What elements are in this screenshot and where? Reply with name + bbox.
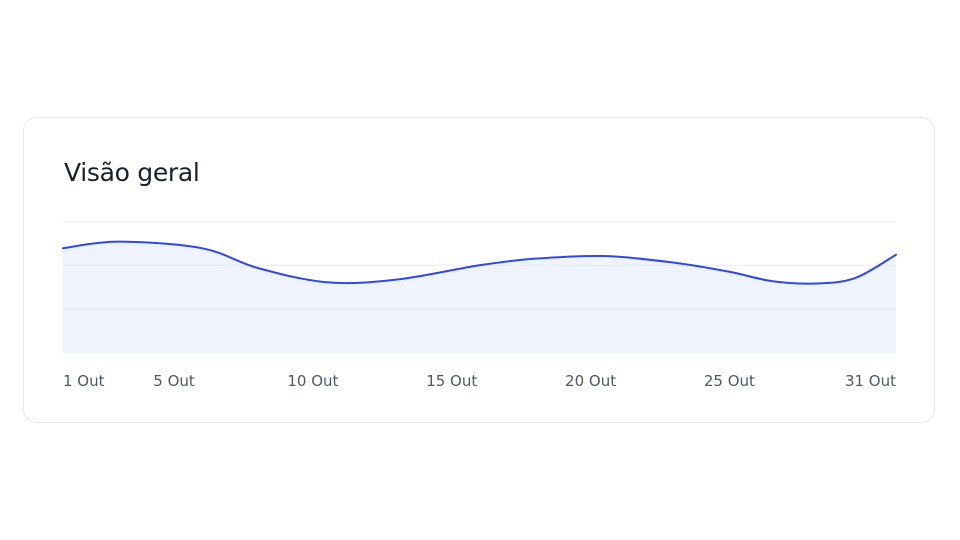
x-tick-label: 1 Out: [63, 372, 105, 390]
x-tick-label: 31 Out: [845, 372, 896, 390]
x-tick-label: 15 Out: [426, 372, 477, 390]
series-line: [62, 240, 897, 285]
x-tick-label: 25 Out: [704, 372, 755, 390]
series-area-fill: [63, 241, 896, 353]
card-title: Visão geral: [64, 158, 200, 187]
x-tick-label: 5 Out: [153, 372, 195, 390]
x-tick-label: 10 Out: [287, 372, 338, 390]
x-tick-label: 20 Out: [565, 372, 616, 390]
